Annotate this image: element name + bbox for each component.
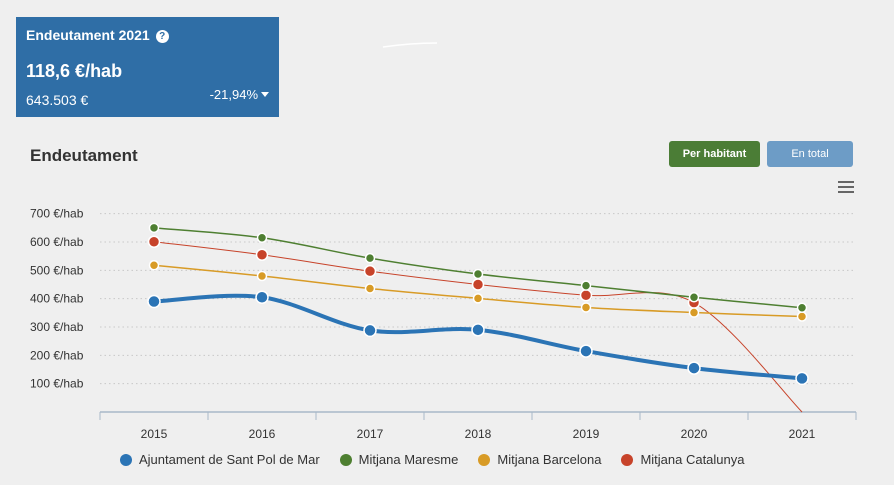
data-point-barcelona	[364, 283, 376, 294]
data-point-maresme	[364, 252, 376, 264]
data-point-barcelona	[148, 259, 160, 271]
data-point-sant-pol	[255, 290, 269, 304]
legend-label: Ajuntament de Sant Pol de Mar	[139, 452, 320, 467]
legend-dot-green	[339, 453, 352, 466]
x-tick-label: 2018	[465, 427, 492, 441]
kpi-total: 643.503 €	[26, 92, 89, 108]
data-point-sant-pol	[363, 323, 377, 338]
data-point-sant-pol	[471, 323, 485, 337]
data-point-maresme	[472, 268, 484, 280]
kpi-change-value: -21,94%	[209, 87, 258, 102]
legend-label: Mitjana Catalunya	[640, 452, 745, 467]
x-tick-label: 2015	[141, 427, 168, 441]
kpi-title-text: Endeutament 2021	[26, 27, 150, 43]
legend-dot-red	[621, 453, 634, 466]
data-point-sant-pol	[147, 294, 161, 309]
data-point-sant-pol	[579, 344, 593, 358]
x-tick-label: 2020	[681, 427, 708, 441]
decorative-swoosh	[382, 42, 438, 48]
data-point-catalunya	[363, 264, 377, 278]
kpi-title: Endeutament 2021?	[26, 27, 169, 43]
caret-down-icon	[261, 92, 269, 97]
data-point-barcelona	[796, 311, 808, 322]
legend-item-sant-pol[interactable]: Ajuntament de Sant Pol de Mar	[120, 452, 320, 467]
legend-dot-orange	[478, 453, 491, 466]
data-point-catalunya	[471, 278, 485, 291]
y-tick-label: 700 €/hab	[30, 207, 84, 221]
y-tick-label: 400 €/hab	[30, 292, 84, 306]
data-point-catalunya	[579, 289, 593, 302]
y-tick-label: 200 €/hab	[30, 348, 84, 362]
legend-label: Mitjana Maresme	[358, 452, 459, 467]
data-point-catalunya	[147, 235, 161, 248]
y-tick-label: 600 €/hab	[30, 235, 84, 249]
y-tick-label: 300 €/hab	[30, 320, 84, 334]
x-tick-label: 2017	[357, 427, 384, 441]
question-circle-icon[interactable]: ?	[155, 30, 169, 43]
data-point-sant-pol	[687, 361, 701, 375]
data-point-maresme	[148, 222, 160, 234]
data-point-maresme	[688, 292, 700, 303]
y-tick-label: 100 €/hab	[30, 377, 84, 391]
per-capita-button[interactable]: Per habitant	[669, 141, 760, 167]
data-point-catalunya	[255, 248, 269, 261]
x-tick-label: 2016	[249, 427, 276, 441]
x-tick-label: 2019	[573, 427, 600, 441]
data-point-maresme	[256, 232, 268, 243]
total-button[interactable]: En total	[767, 141, 853, 167]
chart-legend: Ajuntament de Sant Pol de Mar Mitjana Ma…	[120, 452, 745, 467]
legend-dot-blue	[120, 453, 132, 466]
kpi-value: 118,6 €/hab	[26, 61, 123, 81]
legend-label: Mitjana Barcelona	[497, 452, 602, 467]
data-point-sant-pol	[795, 371, 809, 386]
legend-item-maresme[interactable]: Mitjana Maresme	[339, 452, 459, 467]
legend-item-catalunya[interactable]: Mitjana Catalunya	[621, 452, 745, 467]
hamburger-menu-icon[interactable]	[838, 181, 854, 193]
data-point-barcelona	[472, 293, 484, 304]
y-tick-label: 500 €/hab	[30, 263, 84, 277]
data-point-barcelona	[688, 307, 700, 318]
data-point-barcelona	[256, 270, 268, 282]
data-point-barcelona	[580, 302, 592, 313]
x-tick-label: 2021	[789, 427, 816, 441]
kpi-card: Endeutament 2021? 118,6 €/hab 643.503 € …	[16, 17, 279, 117]
kpi-change: -21,94%	[210, 87, 269, 102]
data-point-maresme	[580, 280, 592, 291]
section-title: Endeutament	[30, 146, 138, 165]
data-point-maresme	[796, 302, 808, 313]
legend-item-barcelona[interactable]: Mitjana Barcelona	[478, 452, 601, 467]
series-line-sant-pol	[153, 293, 803, 381]
